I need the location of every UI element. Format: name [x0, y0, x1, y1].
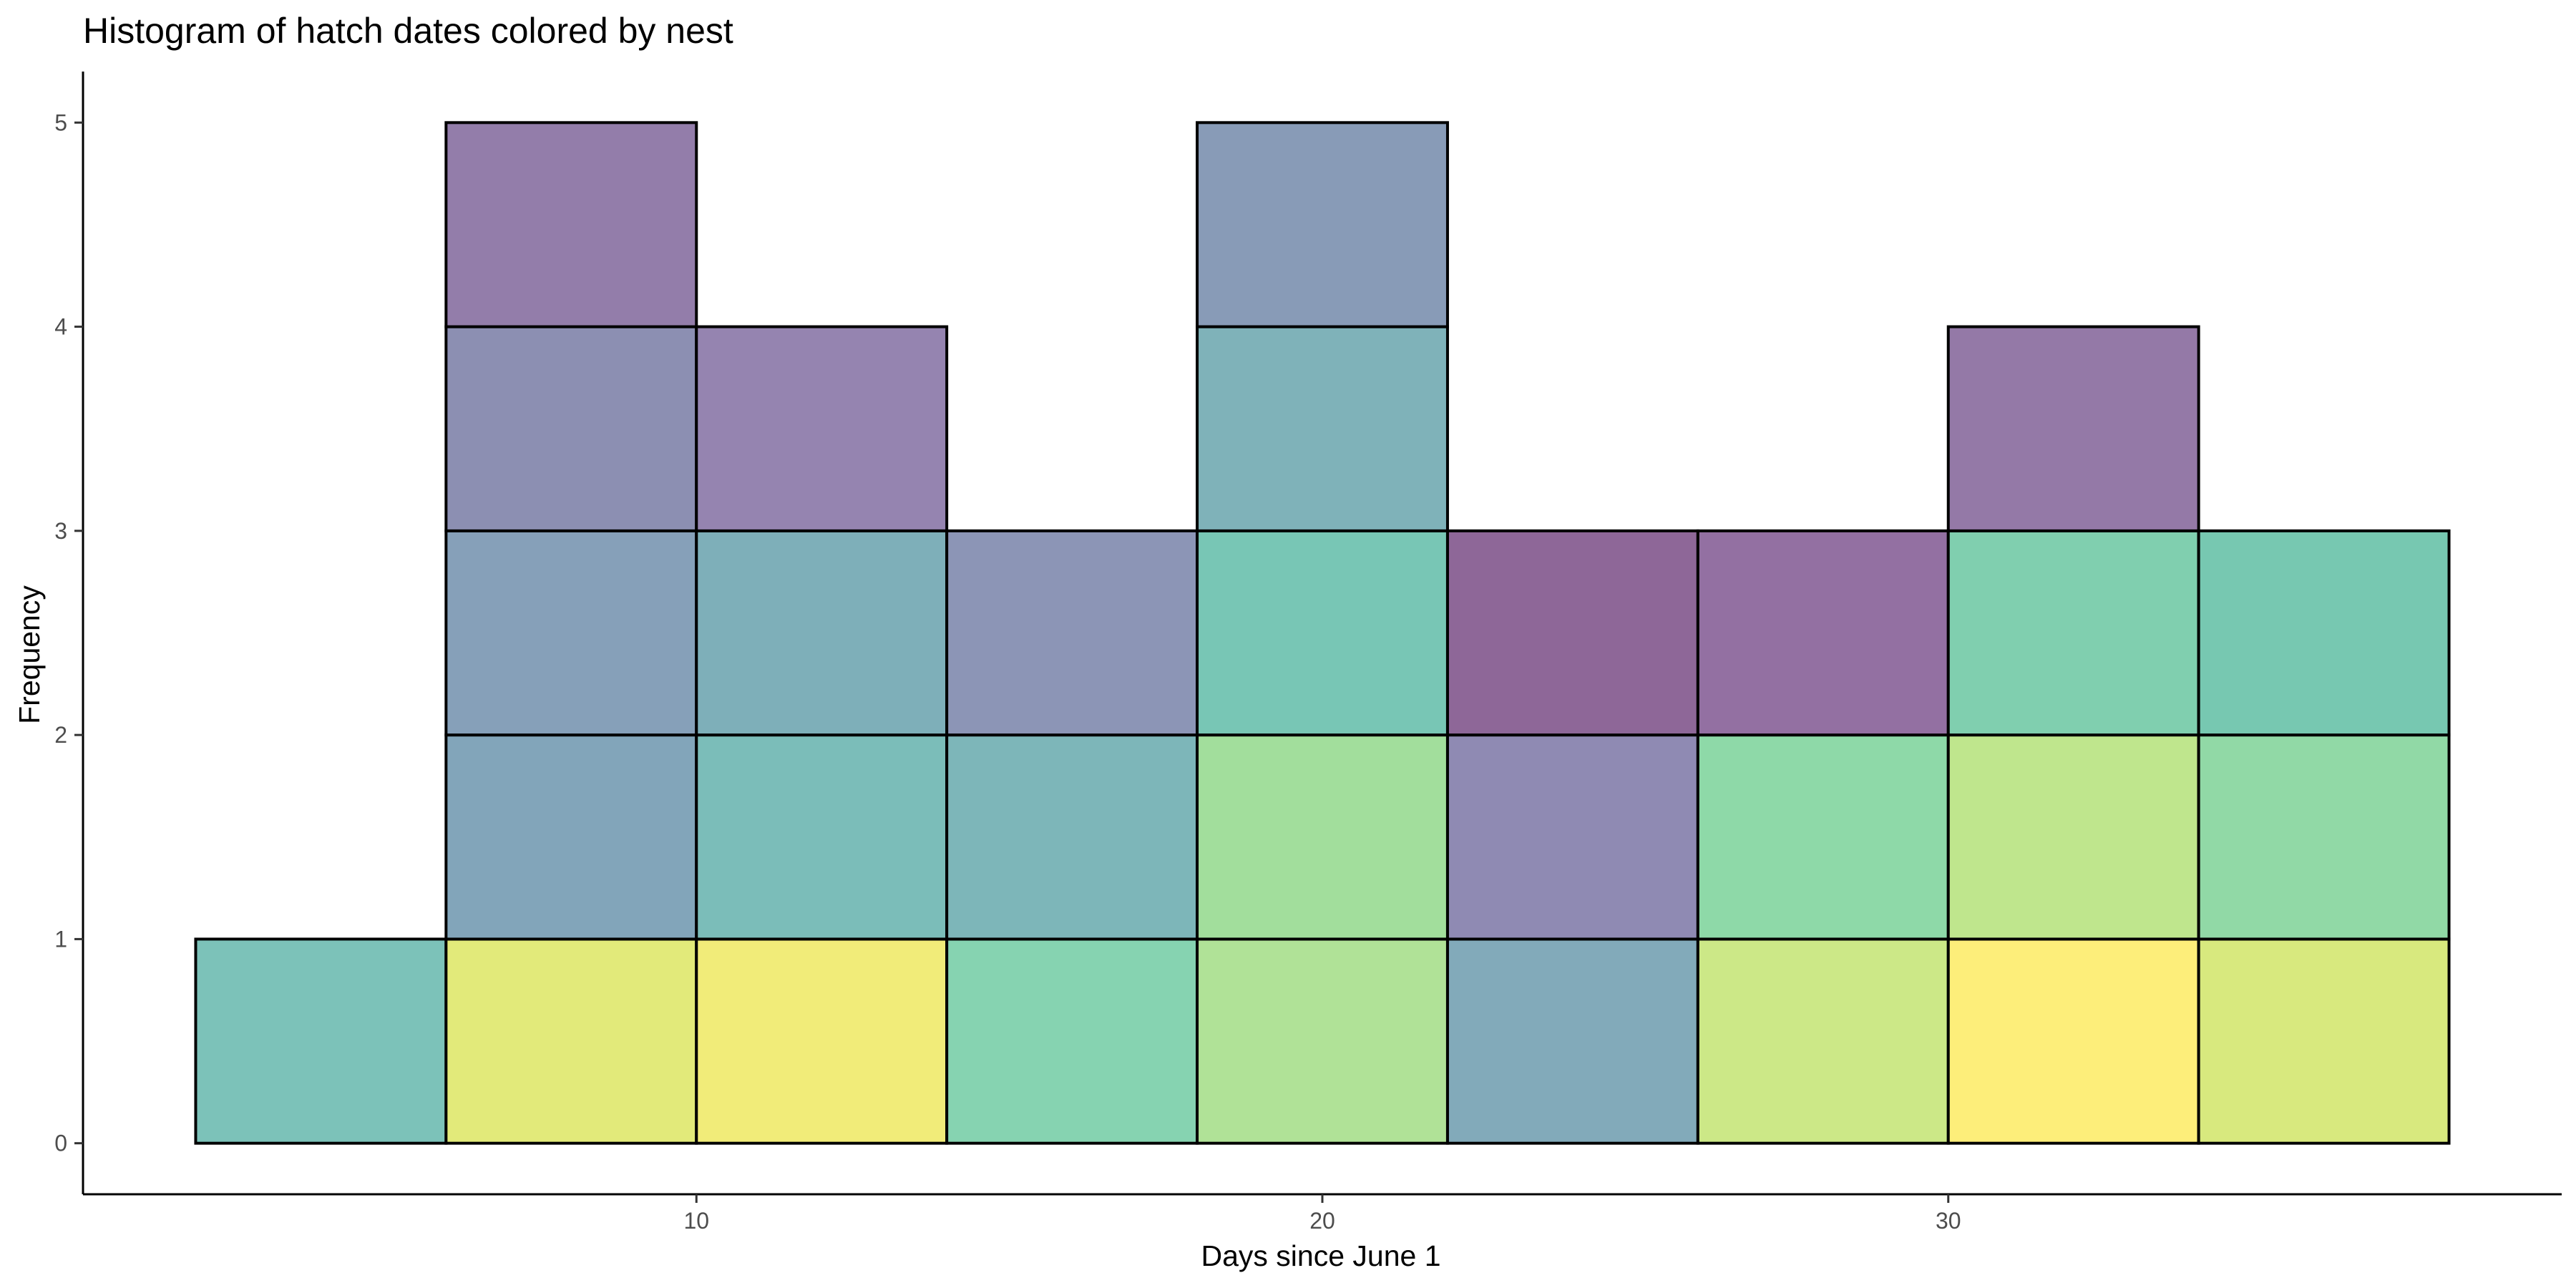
histogram-bin-3: [695, 325, 949, 1145]
bar-segment: [1696, 937, 1950, 1145]
histogram-bin-6: [1445, 529, 1699, 1145]
bar-segment: [695, 325, 949, 532]
bar-segment: [444, 529, 698, 737]
y-tick-label: 5: [54, 109, 67, 135]
bar-segment: [695, 529, 949, 737]
bar-segment: [945, 937, 1199, 1145]
bar-segment: [1196, 529, 1449, 737]
histogram-bin-5: [1196, 121, 1449, 1145]
bar-segment: [1196, 733, 1449, 941]
bar-segment: [2197, 733, 2451, 941]
x-tick-label: 30: [1936, 1208, 1961, 1234]
y-tick-label: 0: [54, 1131, 67, 1156]
bar-segment: [1696, 529, 1950, 737]
histogram-bin-1: [194, 937, 448, 1145]
x-axis-title: Days since June 1: [1201, 1239, 1440, 1272]
y-tick-label: 4: [54, 314, 67, 340]
bar-segment: [1946, 529, 2200, 737]
bar-segment: [444, 733, 698, 941]
bar-segment: [1946, 733, 2200, 941]
bar-segment: [1445, 529, 1699, 737]
histogram-bin-8: [1946, 325, 2200, 1145]
bar-segment: [1445, 937, 1699, 1145]
bar-segment: [695, 733, 949, 941]
bar-segment: [194, 937, 448, 1145]
y-tick-label: 2: [54, 722, 67, 748]
histogram-bin-4: [945, 529, 1199, 1145]
bar-segment: [1196, 121, 1449, 328]
bar-segment: [444, 121, 698, 328]
bar-segment: [695, 937, 949, 1145]
bar-segment: [444, 325, 698, 532]
ticks-layer: 0 1 2 3 4 5 10 20 30: [54, 109, 1961, 1234]
bar-segment: [945, 529, 1199, 737]
bar-segment: [444, 937, 698, 1145]
histogram-bin-2: [444, 121, 698, 1145]
bar-segment: [2197, 529, 2451, 737]
histogram-bin-9: [2197, 529, 2451, 1145]
x-tick-label: 20: [1309, 1208, 1335, 1234]
bars-layer: [194, 121, 2451, 1145]
y-tick-label: 1: [54, 926, 67, 952]
bar-segment: [1196, 937, 1449, 1145]
y-tick-label: 3: [54, 518, 67, 544]
bar-segment: [1196, 325, 1449, 532]
bar-segment: [945, 733, 1199, 941]
x-tick-label: 10: [683, 1208, 709, 1234]
bar-segment: [1946, 325, 2200, 532]
bar-segment: [1696, 733, 1950, 941]
chart-title: Histogram of hatch dates colored by nest: [83, 11, 733, 51]
histogram-bin-7: [1696, 529, 1950, 1145]
bar-segment: [1946, 937, 2200, 1145]
bar-segment: [2197, 937, 2451, 1145]
y-axis-title: Frequency: [13, 585, 46, 724]
bar-segment: [1445, 733, 1699, 941]
